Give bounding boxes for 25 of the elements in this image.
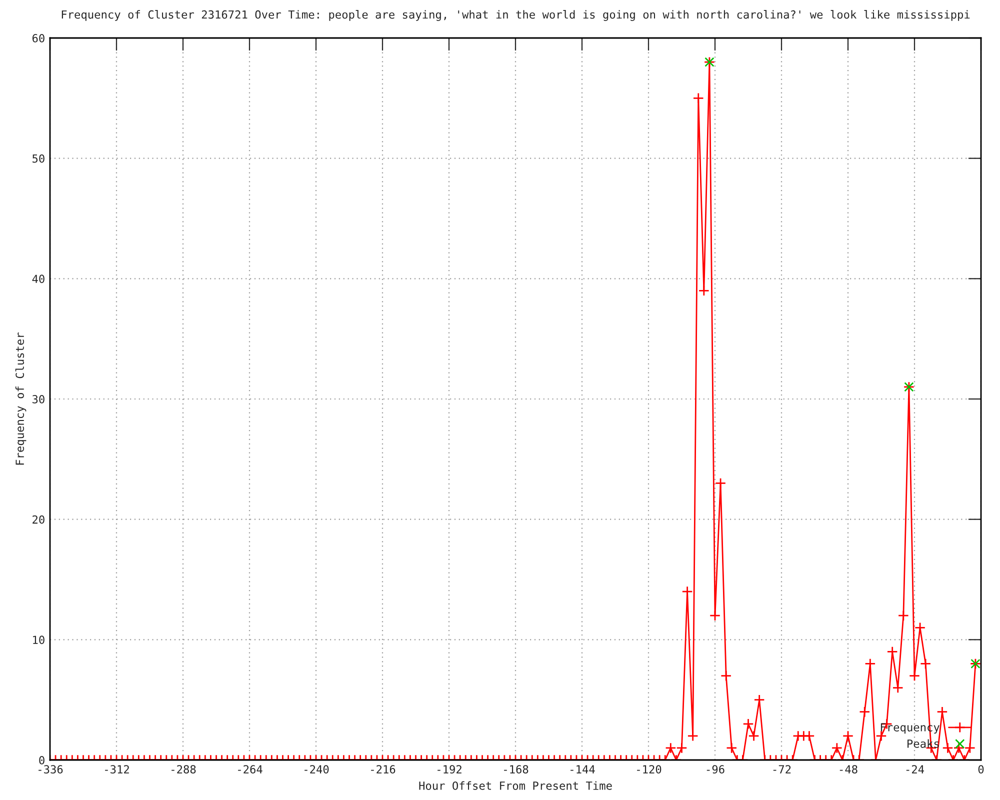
x-tick-label: -48 — [840, 765, 858, 774]
x-tick-label: -144 — [570, 765, 595, 774]
y-tick-label: 20 — [32, 515, 44, 524]
chart-title: Frequency of Cluster 2316721 Over Time: people are saying, 'what in the world is going on with north carolina?' we look like mississippi — [62, 10, 970, 21]
y-tick-label: 0 — [39, 756, 44, 764]
x-tick-label: -216 — [371, 765, 396, 774]
x-tick-label: -312 — [105, 765, 129, 774]
x-tick-label: -120 — [637, 765, 662, 774]
x-tick-label: -72 — [773, 765, 791, 774]
y-tick-label: 10 — [33, 636, 44, 644]
x-tick-label: -192 — [438, 765, 462, 774]
x-tick-label: -240 — [304, 765, 329, 774]
y-tick-label: 60 — [32, 34, 44, 42]
x-tick-label: -288 — [172, 765, 196, 774]
x-tick-label: -336 — [38, 765, 63, 774]
y-tick-label: 50 — [32, 154, 44, 163]
x-tick-label: -264 — [238, 765, 262, 774]
x-tick-label: -168 — [504, 765, 528, 774]
x-tick-label: -24 — [906, 765, 924, 774]
y-axis-title: Frequency of Cluster — [15, 332, 26, 465]
y-tick-label: 40 — [32, 274, 44, 284]
x-tick-label: 0 — [978, 765, 984, 774]
y-tick-label: 30 — [32, 395, 44, 404]
x-tick-label: -96 — [706, 765, 724, 774]
x-axis-title: Hour Offset From Present Time — [419, 781, 612, 790]
